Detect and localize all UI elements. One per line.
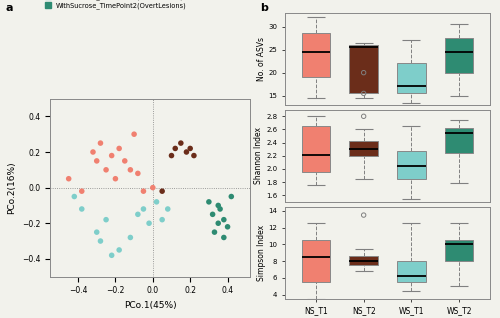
Point bbox=[121, 158, 129, 163]
Point bbox=[360, 114, 368, 119]
Bar bbox=[397, 261, 426, 282]
Y-axis label: Shannon Index: Shannon Index bbox=[254, 127, 264, 184]
Point bbox=[115, 146, 123, 151]
Point bbox=[70, 194, 78, 199]
Point bbox=[134, 212, 142, 217]
Bar bbox=[397, 64, 426, 93]
Point bbox=[126, 167, 134, 172]
Point bbox=[360, 212, 368, 218]
Legend: NoSucrose_TimePoint1, NoSucrose_TimePoint2, WithSucrose_TimePoint1(CariesOnset),: NoSucrose_TimePoint1, NoSucrose_TimePoin… bbox=[44, 0, 188, 10]
Point bbox=[140, 206, 147, 211]
Bar bbox=[444, 128, 474, 153]
Point bbox=[228, 194, 235, 199]
Bar bbox=[444, 38, 474, 73]
Point bbox=[89, 149, 97, 155]
Bar bbox=[350, 45, 378, 93]
Point bbox=[102, 167, 110, 172]
Point bbox=[126, 235, 134, 240]
Point bbox=[205, 199, 213, 204]
Y-axis label: PCo.2(16%): PCo.2(16%) bbox=[7, 161, 16, 214]
Point bbox=[96, 238, 104, 244]
Bar bbox=[350, 141, 378, 156]
Point bbox=[108, 153, 116, 158]
Point bbox=[168, 153, 175, 158]
Point bbox=[220, 235, 228, 240]
Point bbox=[92, 158, 100, 163]
Bar bbox=[397, 150, 426, 179]
Point bbox=[220, 217, 228, 222]
Point bbox=[64, 176, 72, 181]
Point bbox=[177, 141, 185, 146]
Point bbox=[182, 149, 190, 155]
Point bbox=[134, 171, 142, 176]
Point bbox=[145, 221, 153, 226]
Text: b: b bbox=[260, 3, 268, 13]
Point bbox=[102, 217, 110, 222]
Point bbox=[186, 146, 194, 151]
Point bbox=[115, 247, 123, 252]
Point bbox=[190, 153, 198, 158]
Point bbox=[171, 146, 179, 151]
Point bbox=[96, 141, 104, 146]
Point bbox=[158, 189, 166, 194]
Point bbox=[214, 221, 222, 226]
Bar bbox=[302, 240, 330, 282]
Point bbox=[164, 206, 172, 211]
Point bbox=[360, 70, 368, 75]
Bar bbox=[302, 126, 330, 172]
Bar bbox=[350, 256, 378, 266]
Bar bbox=[302, 33, 330, 77]
Point bbox=[78, 189, 86, 194]
Point bbox=[224, 224, 232, 229]
Y-axis label: Simpson Index: Simpson Index bbox=[256, 225, 266, 281]
Point bbox=[108, 253, 116, 258]
Point bbox=[158, 217, 166, 222]
Point bbox=[360, 91, 368, 96]
Point bbox=[214, 203, 222, 208]
Point bbox=[152, 199, 160, 204]
Y-axis label: No. of ASVs: No. of ASVs bbox=[256, 37, 266, 81]
Point bbox=[92, 230, 100, 235]
Point bbox=[216, 206, 224, 211]
X-axis label: PCo.1(45%): PCo.1(45%) bbox=[124, 301, 176, 310]
Point bbox=[130, 132, 138, 137]
Point bbox=[149, 185, 157, 190]
Point bbox=[210, 230, 218, 235]
Point bbox=[140, 189, 147, 194]
Point bbox=[78, 206, 86, 211]
Point bbox=[112, 176, 120, 181]
Point bbox=[208, 212, 216, 217]
Text: a: a bbox=[5, 3, 12, 13]
Bar bbox=[444, 240, 474, 261]
